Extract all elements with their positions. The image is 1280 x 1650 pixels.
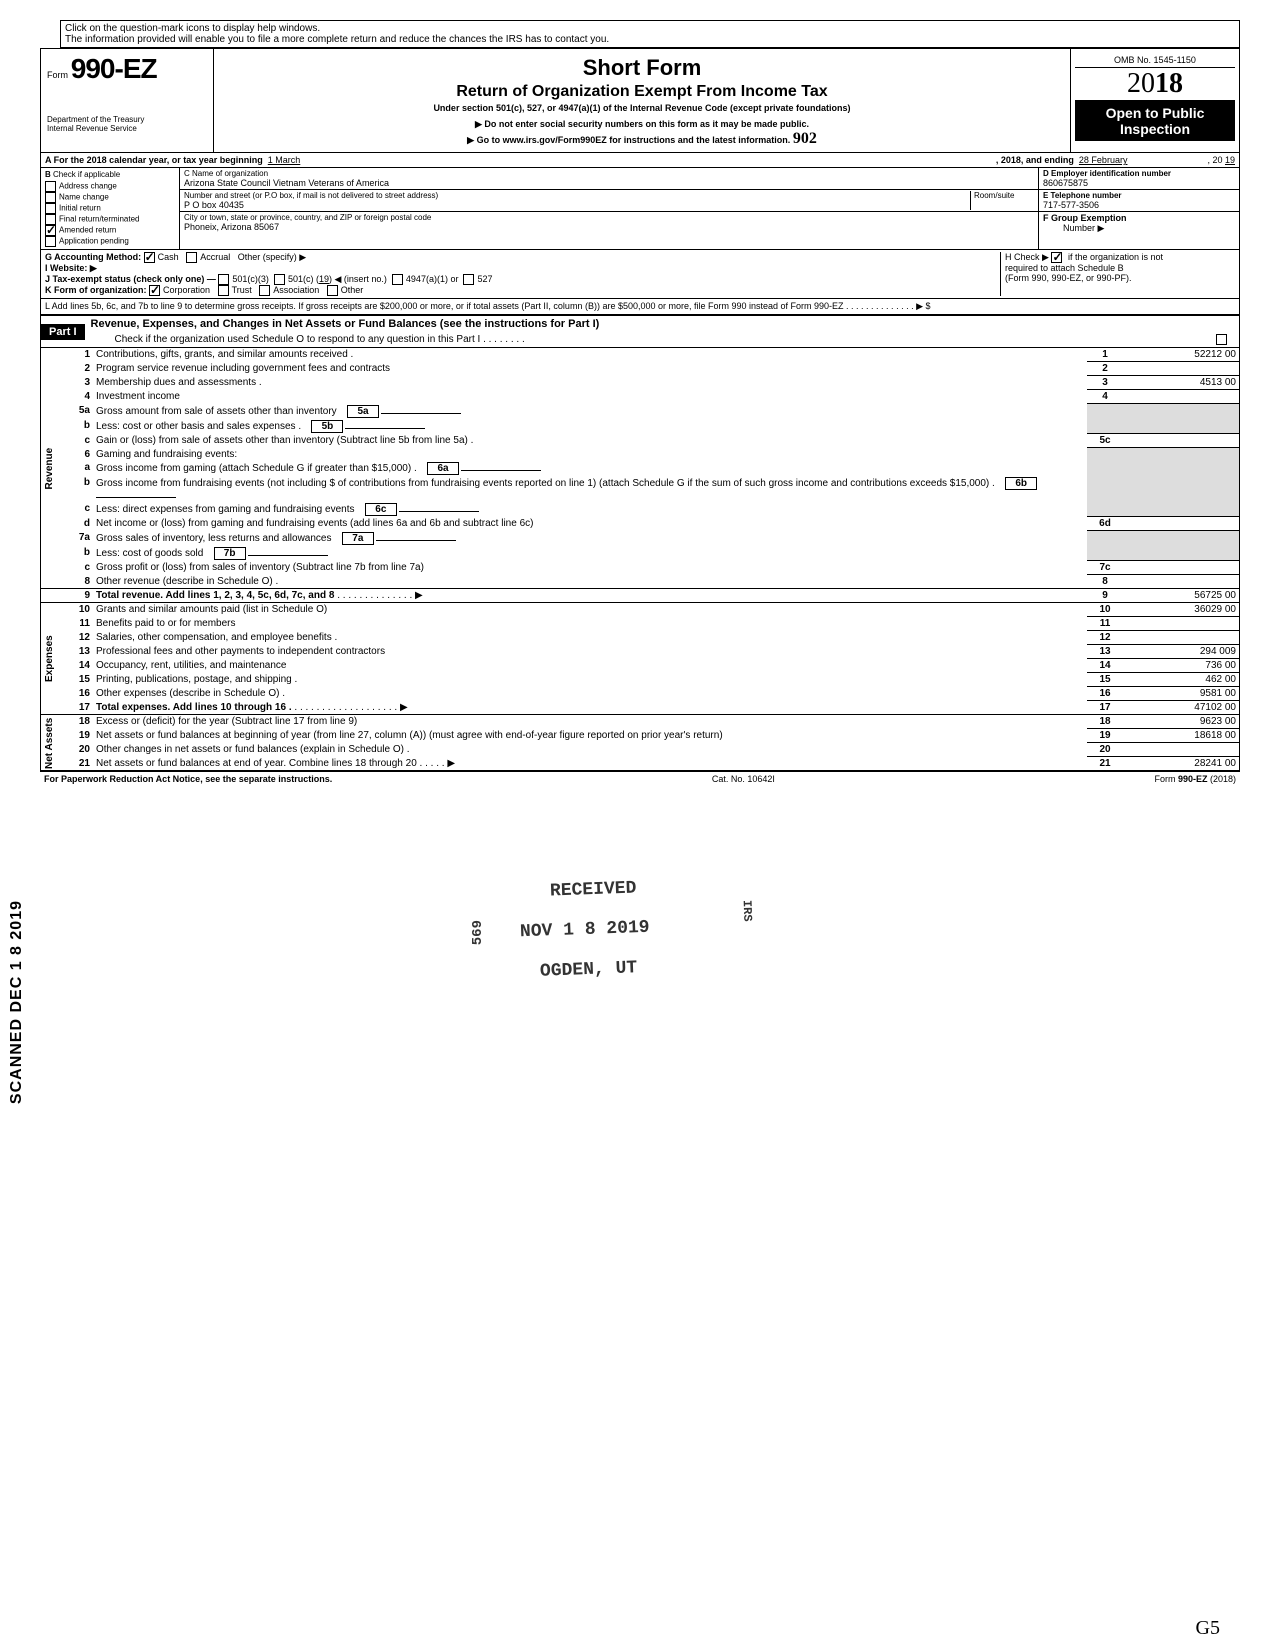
amt-10: 36029 00	[1123, 603, 1240, 617]
amt-6d	[1123, 517, 1240, 531]
part-1-title: Revenue, Expenses, and Changes in Net As…	[85, 316, 1239, 332]
open-to-public: Open to Public Inspection	[1075, 100, 1235, 141]
vert-revenue: Revenue	[41, 348, 64, 589]
omb-number: OMB No. 1545-1150	[1075, 53, 1235, 68]
checkbox-schedule-b[interactable]	[1051, 252, 1062, 263]
checkbox-trust[interactable]	[218, 285, 229, 296]
checkbox-application-pending[interactable]	[45, 236, 56, 247]
ein: 860675875	[1043, 178, 1235, 188]
form-ref: Form 990-EZ (2018)	[1154, 774, 1236, 784]
amt-15: 462 00	[1123, 673, 1240, 687]
note2: ▶ Go to www.irs.gov/Form990EZ for instru…	[467, 135, 790, 145]
amt-20	[1123, 743, 1240, 757]
amt-19: 18618 00	[1123, 729, 1240, 743]
amt-8	[1123, 575, 1240, 589]
amt-1: 52212 00	[1123, 348, 1240, 362]
help-line2: The information provided will enable you…	[65, 34, 1235, 45]
dept2: Internal Revenue Service	[47, 124, 207, 133]
main-title: Return of Organization Exempt From Incom…	[222, 83, 1062, 101]
part-1-label: Part I	[41, 324, 85, 340]
section-a: A For the 2018 calendar year, or tax yea…	[40, 152, 1240, 167]
amt-13: 294 009	[1123, 645, 1240, 659]
amt-9: 56725 00	[1123, 589, 1240, 603]
checkbox-schedule-o[interactable]	[1216, 334, 1227, 345]
amt-16: 9581 00	[1123, 687, 1240, 701]
section-c: C Name of organization Arizona State Cou…	[180, 168, 1039, 249]
scanned-stamp: SCANNED DEC 1 8 2019	[8, 900, 26, 1104]
amt-5c	[1123, 434, 1240, 448]
amt-18: 9623 00	[1123, 715, 1240, 729]
stamp-569: 569	[470, 920, 486, 945]
amt-7c	[1123, 561, 1240, 575]
stamp-date: NOV 1 8 2019	[520, 918, 650, 943]
cat-no: Cat. No. 10642I	[712, 774, 775, 784]
header-right: OMB No. 1545-1150 2018 Open to Public In…	[1071, 49, 1239, 152]
note1: ▶ Do not enter social security numbers o…	[222, 119, 1062, 130]
vert-expenses: Expenses	[41, 603, 64, 715]
section-i: I Website: ▶	[45, 263, 97, 273]
footer: For Paperwork Reduction Act Notice, see …	[40, 771, 1240, 786]
amt-12	[1123, 631, 1240, 645]
section-b: B Check if applicable Address change Nam…	[41, 168, 180, 249]
section-l: L Add lines 5b, 6c, and 7b to line 9 to …	[40, 298, 1240, 315]
end-year: 19	[1225, 155, 1235, 165]
form-prefix: Form	[47, 70, 68, 80]
checkbox-accrual[interactable]	[186, 252, 197, 263]
checkbox-501c[interactable]	[274, 274, 285, 285]
org-name: Arizona State Council Vietnam Veterans o…	[184, 178, 1034, 188]
org-address: P O box 40435	[184, 200, 970, 210]
handwritten-code: 902	[793, 130, 817, 147]
stamp-ogden: OGDEN, UT	[540, 958, 638, 981]
end-date: 28 February	[1079, 155, 1128, 165]
phone: 717-577-3506	[1043, 200, 1235, 210]
amt-11	[1123, 617, 1240, 631]
header-left: Form 990-EZ Department of the Treasury I…	[41, 49, 214, 152]
tax-year: 2018	[1075, 68, 1235, 100]
section-k: K Form of organization: Corporation Trus…	[45, 285, 1000, 296]
lines-table: Revenue 1 Contributions, gifts, grants, …	[40, 348, 1240, 771]
subtitle: Under section 501(c), 527, or 4947(a)(1)…	[222, 103, 1062, 113]
vert-net-assets: Net Assets	[41, 715, 64, 771]
amt-2	[1123, 362, 1240, 376]
checkbox-4947[interactable]	[392, 274, 403, 285]
short-form-title: Short Form	[222, 55, 1062, 81]
section-b-c-d: B Check if applicable Address change Nam…	[40, 167, 1240, 249]
help-line1: Click on the question-mark icons to disp…	[65, 23, 1235, 34]
checkbox-address-change[interactable]	[45, 181, 56, 192]
org-city: Phoneix, Arizona 85067	[184, 222, 1034, 232]
checkbox-other-org[interactable]	[327, 285, 338, 296]
stamp-irs: IRS	[740, 900, 755, 922]
page-number: G5	[1196, 1617, 1220, 1640]
amt-21: 28241 00	[1123, 757, 1240, 771]
section-h: H Check ▶ if the organization is not req…	[1000, 252, 1235, 296]
amt-17: 47102 00	[1123, 701, 1240, 715]
begin-date: 1 March	[268, 155, 301, 165]
header-center: Short Form Return of Organization Exempt…	[214, 49, 1071, 152]
amt-3: 4513 00	[1123, 376, 1240, 390]
checkbox-501c3[interactable]	[218, 274, 229, 285]
part-1-header: Part I Revenue, Expenses, and Changes in…	[40, 315, 1240, 348]
section-d-e-f: D Employer identification number 8606758…	[1039, 168, 1239, 249]
checkbox-assoc[interactable]	[259, 285, 270, 296]
form-header: Form 990-EZ Department of the Treasury I…	[40, 48, 1240, 152]
amt-14: 736 00	[1123, 659, 1240, 673]
checkbox-cash[interactable]	[144, 252, 155, 263]
dept1: Department of the Treasury	[47, 115, 207, 124]
section-j: J Tax-exempt status (check only one) — 5…	[45, 274, 1000, 285]
room-suite-label: Room/suite	[970, 191, 1034, 210]
checkbox-name-change[interactable]	[45, 192, 56, 203]
amt-4	[1123, 390, 1240, 404]
form-number: 990-EZ	[71, 53, 157, 84]
checkbox-corp[interactable]	[149, 285, 160, 296]
section-g-h: G Accounting Method: Cash Accrual Other …	[40, 249, 1240, 298]
checkbox-527[interactable]	[463, 274, 474, 285]
checkbox-initial-return[interactable]	[45, 203, 56, 214]
help-box: Click on the question-mark icons to disp…	[60, 20, 1240, 48]
stamp-received: RECEIVED	[550, 878, 637, 901]
paperwork-notice: For Paperwork Reduction Act Notice, see …	[44, 774, 332, 784]
checkbox-amended-return[interactable]	[45, 225, 56, 236]
